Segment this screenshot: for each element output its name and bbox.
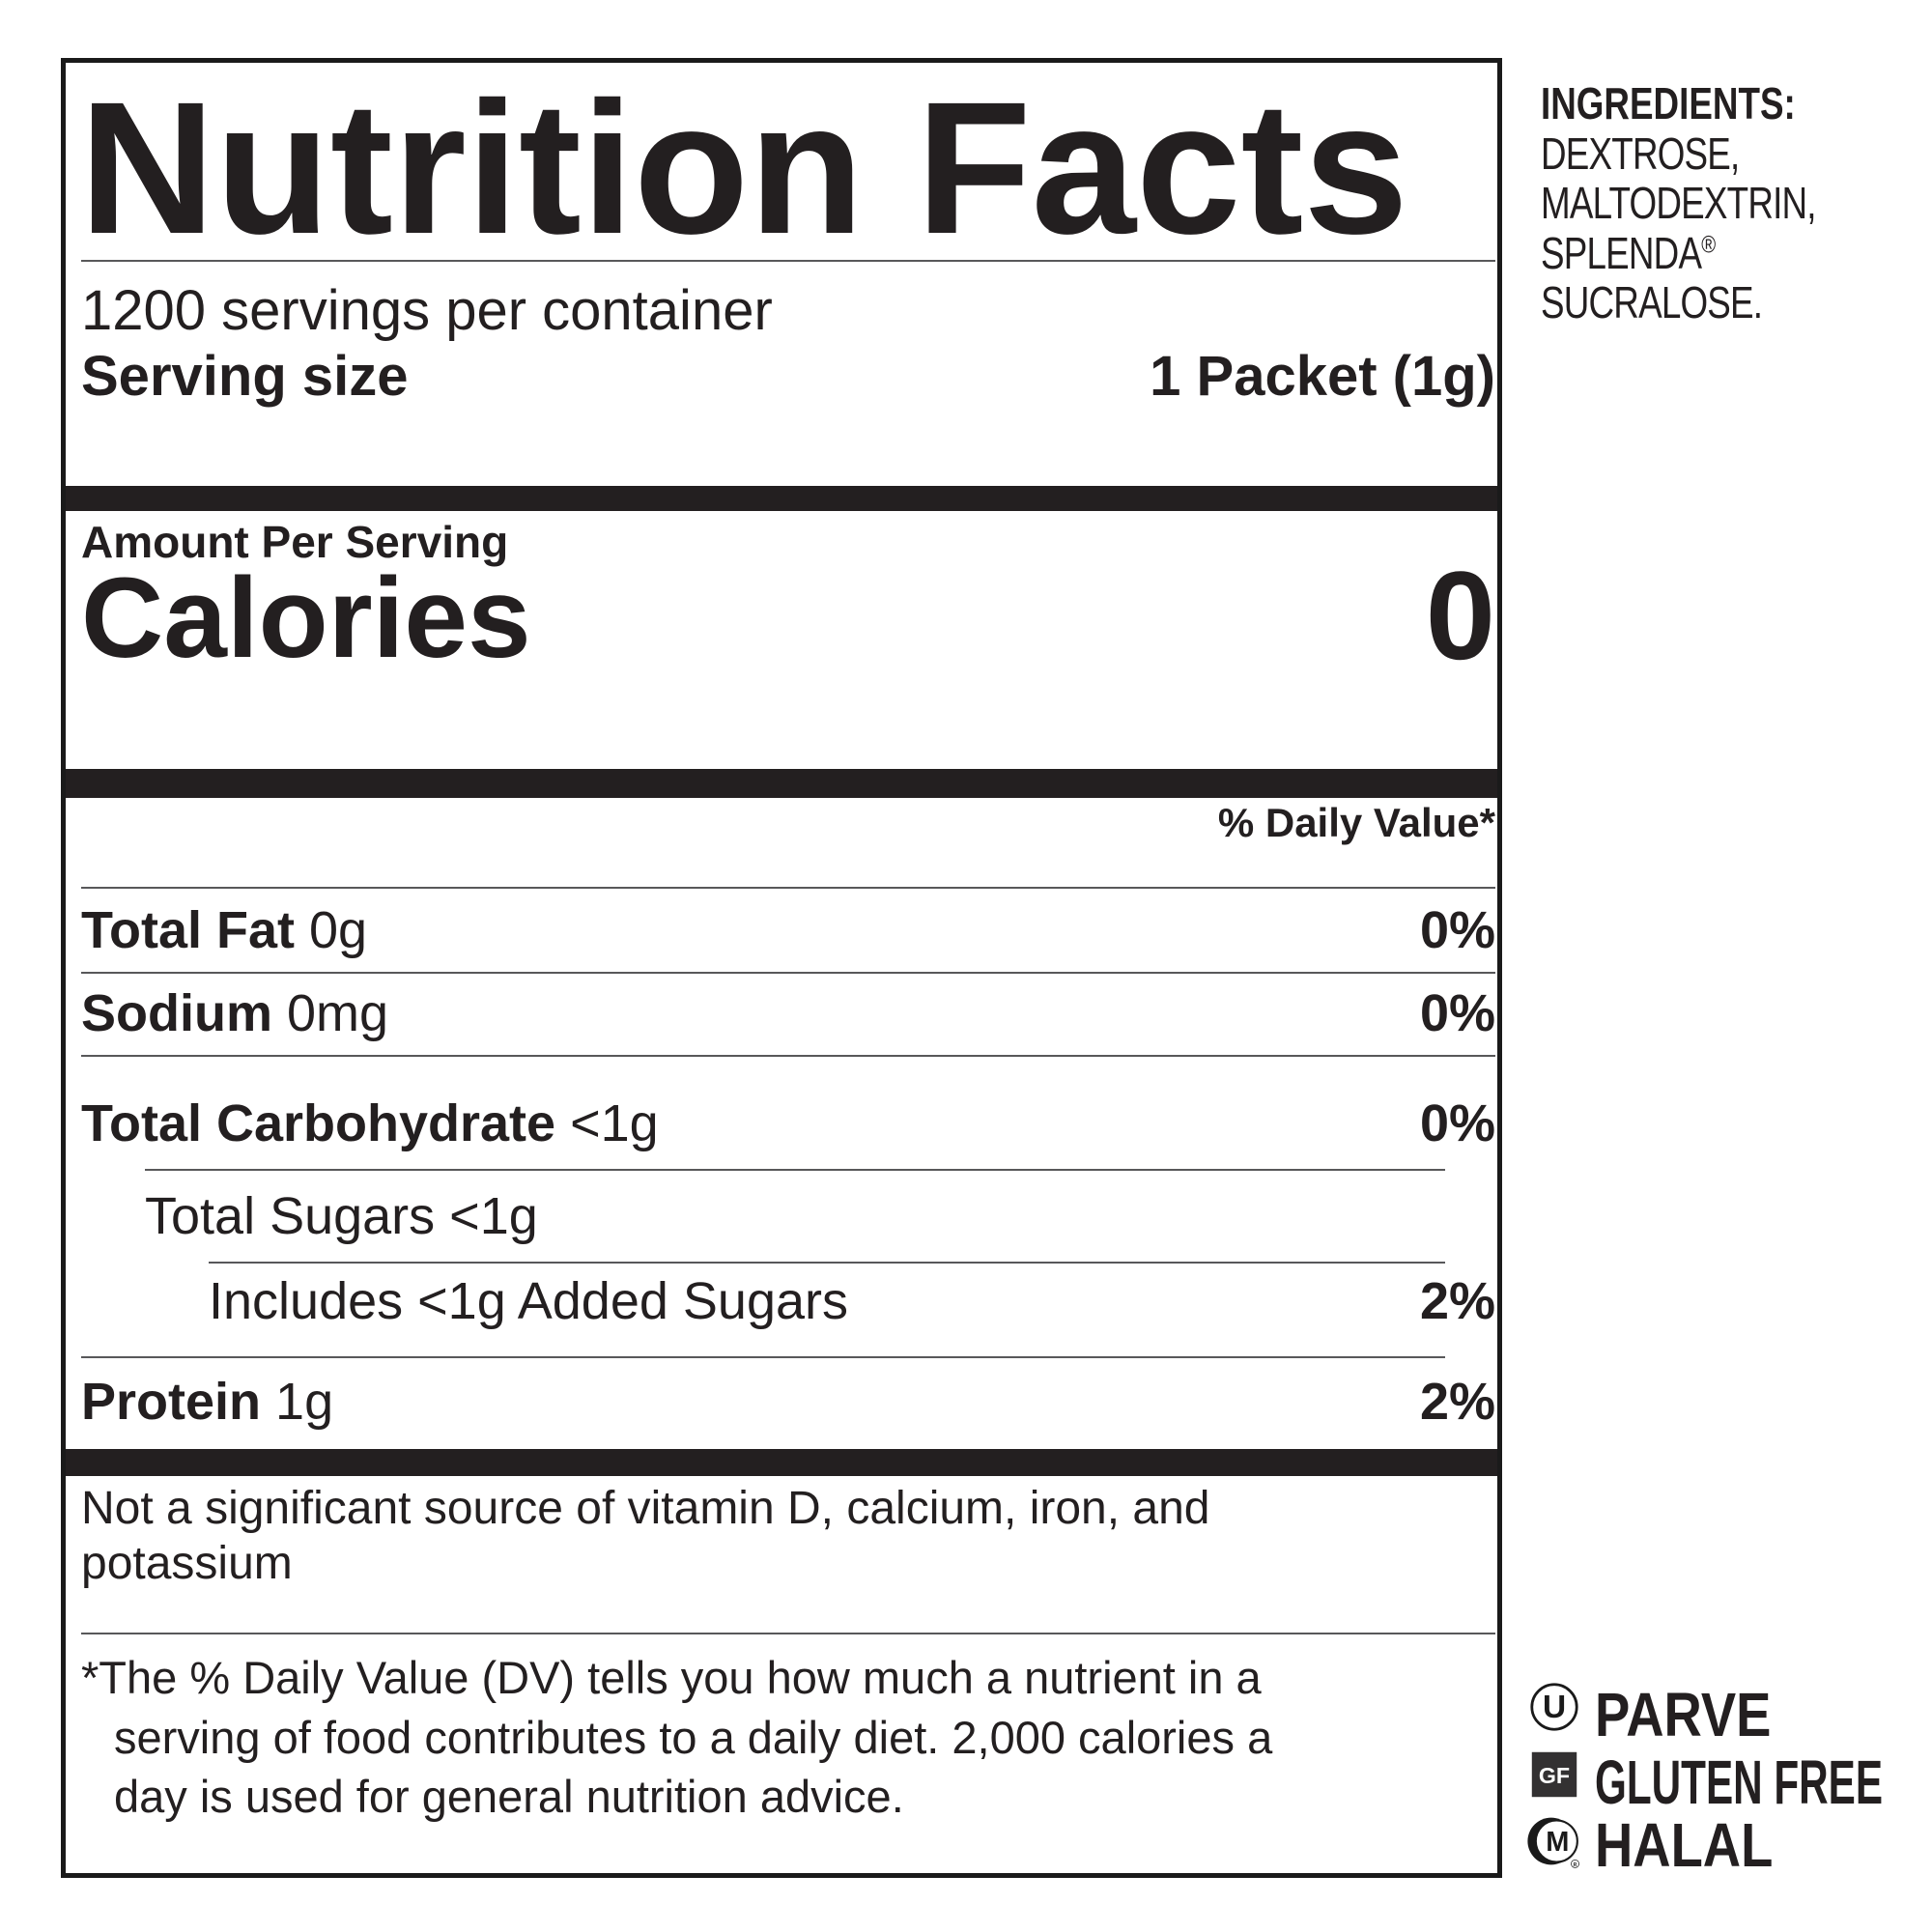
svg-text:U: U (1543, 1690, 1566, 1725)
svg-text:R: R (1574, 1862, 1577, 1868)
svg-text:M: M (1546, 1827, 1569, 1858)
svg-text:GF: GF (1539, 1763, 1570, 1788)
